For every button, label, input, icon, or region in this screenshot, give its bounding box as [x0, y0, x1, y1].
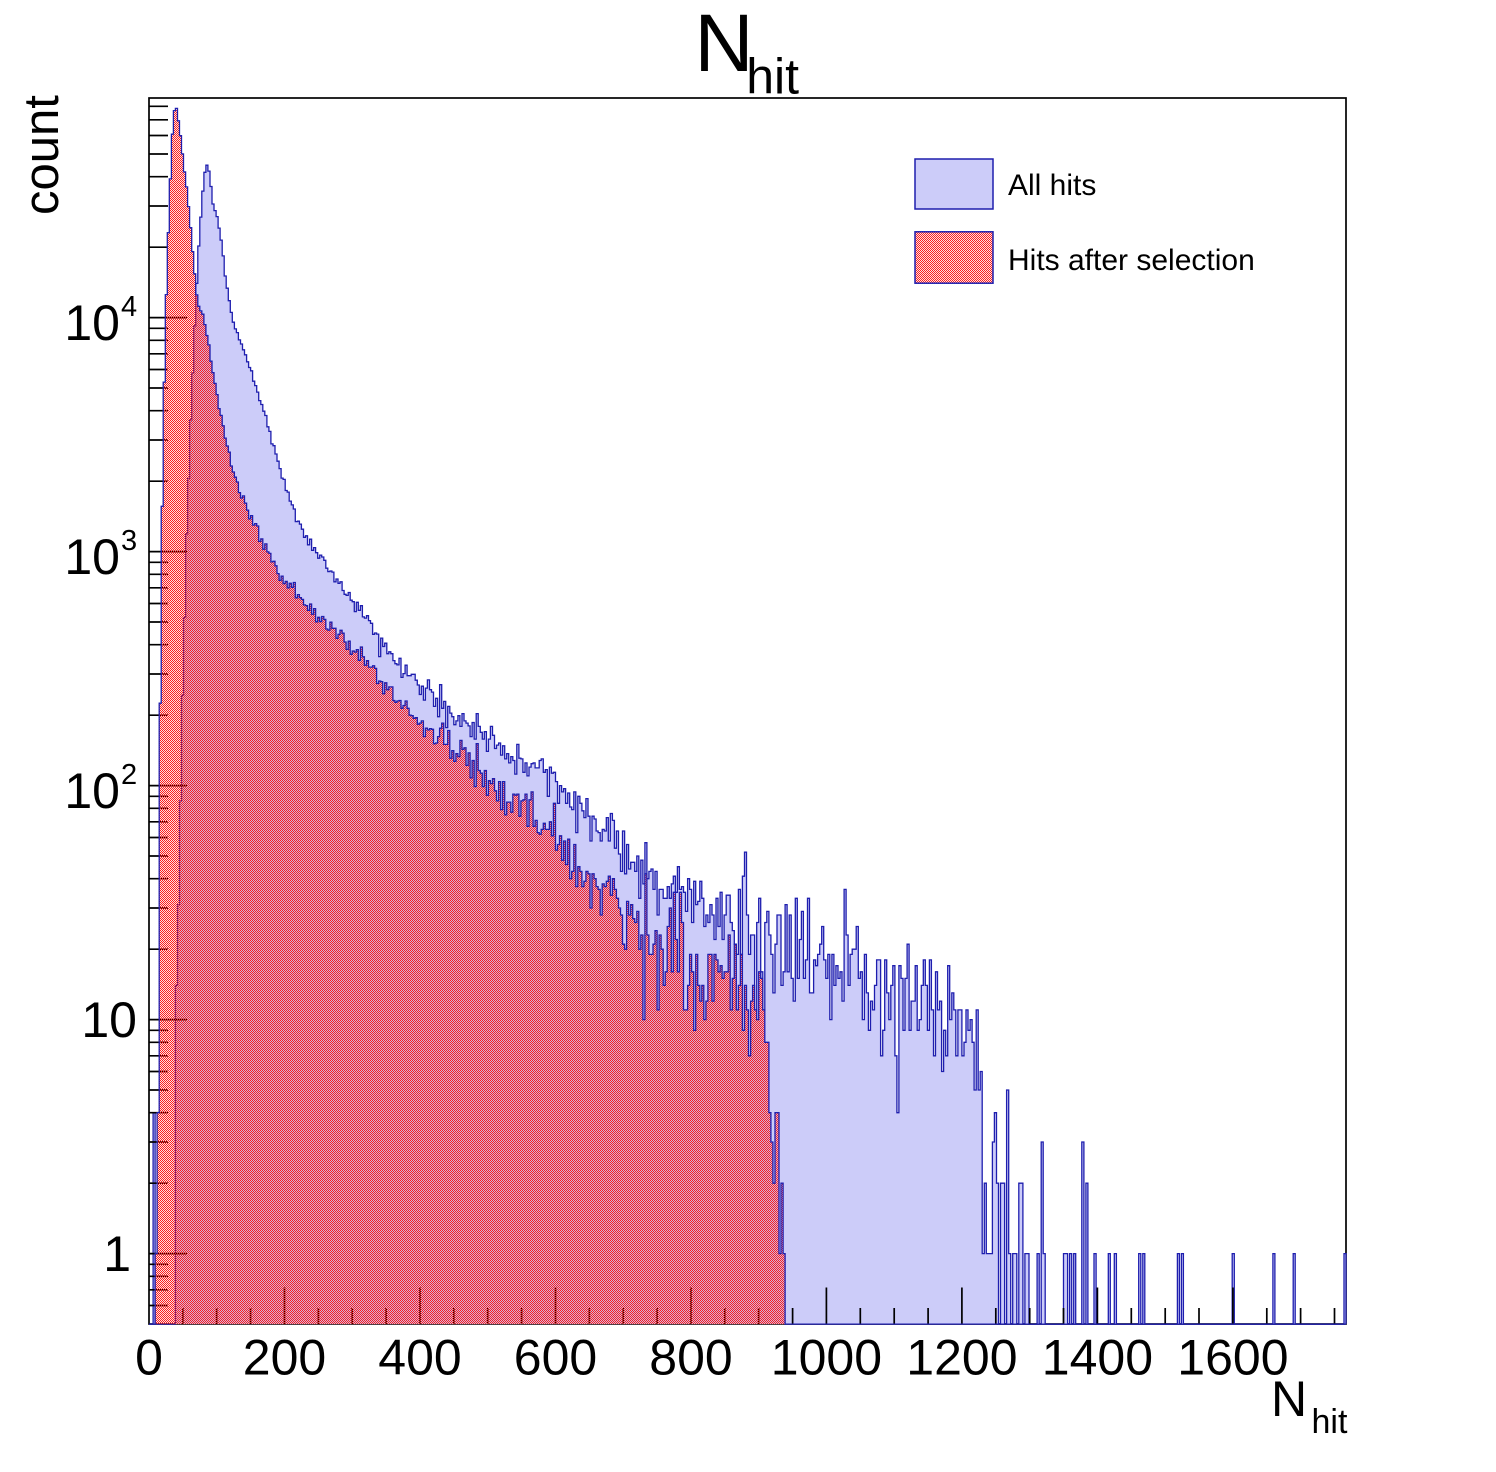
svg-text:N: N	[694, 0, 753, 89]
svg-text:hit: hit	[746, 49, 799, 105]
svg-text:Hits after selection: Hits after selection	[1008, 244, 1255, 277]
svg-text:1000: 1000	[771, 1329, 882, 1385]
svg-text:1600: 1600	[1177, 1329, 1288, 1385]
svg-text:2: 2	[121, 759, 137, 791]
svg-text:1400: 1400	[1042, 1329, 1153, 1385]
svg-text:800: 800	[649, 1329, 732, 1385]
svg-text:hit: hit	[1312, 1403, 1348, 1441]
svg-text:10: 10	[64, 763, 120, 819]
svg-text:10: 10	[81, 992, 137, 1048]
svg-text:200: 200	[243, 1329, 326, 1385]
svg-text:10: 10	[64, 295, 120, 351]
svg-text:400: 400	[378, 1329, 461, 1385]
svg-text:10: 10	[64, 529, 120, 585]
svg-text:1200: 1200	[906, 1329, 1017, 1385]
svg-text:3: 3	[121, 525, 137, 557]
svg-text:N: N	[1271, 1371, 1307, 1427]
svg-text:600: 600	[514, 1329, 597, 1385]
svg-text:4: 4	[121, 291, 137, 323]
svg-text:count: count	[15, 95, 69, 215]
svg-text:1: 1	[103, 1226, 131, 1282]
svg-text:All hits: All hits	[1008, 169, 1096, 202]
svg-text:0: 0	[135, 1329, 163, 1385]
